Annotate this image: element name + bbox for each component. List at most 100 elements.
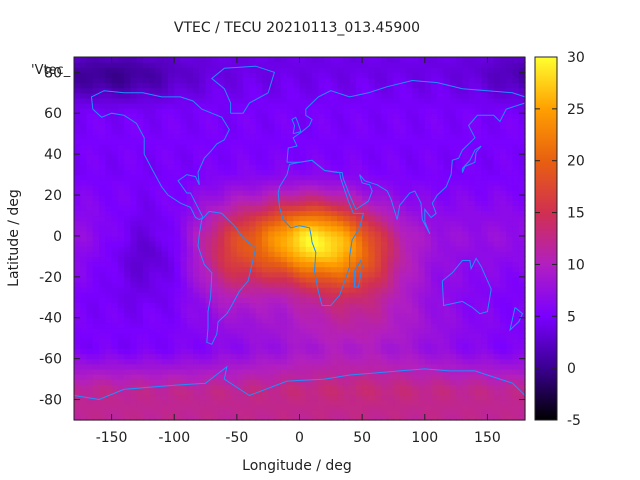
heatmap-cell [124, 399, 131, 406]
heatmap-cell [86, 72, 94, 79]
chart-title: VTEC / TECU 20210113_013.45900 [174, 20, 420, 36]
heatmap-cell [487, 57, 495, 63]
heatmap-cell [305, 399, 313, 406]
heatmap-cell [167, 281, 175, 288]
heatmap-cell [374, 57, 382, 63]
heatmap-cell [230, 246, 238, 252]
heatmap-cell [299, 164, 307, 171]
heatmap-cell [249, 409, 257, 416]
heatmap-cell [261, 373, 269, 380]
heatmap-cell [243, 379, 250, 385]
heatmap-cell [362, 149, 369, 155]
heatmap-cell [399, 184, 407, 191]
heatmap-cell [186, 87, 194, 94]
heatmap-cell [293, 205, 301, 211]
heatmap-cell [368, 77, 376, 84]
heatmap-cell [211, 128, 219, 135]
heatmap-cell [330, 215, 338, 222]
heatmap-cell [305, 154, 313, 160]
heatmap-cell [211, 333, 219, 339]
heatmap-cell [456, 92, 463, 99]
heatmap-cell [468, 302, 476, 309]
heatmap-cell [462, 241, 470, 247]
heatmap-cell [462, 379, 470, 385]
heatmap-cell [474, 108, 482, 114]
heatmap-cell [136, 373, 144, 380]
heatmap-cell [268, 72, 276, 79]
heatmap-cell [286, 57, 294, 63]
heatmap-cell [418, 97, 426, 104]
heatmap-cell [355, 394, 363, 401]
heatmap-cell [130, 276, 138, 283]
heatmap-cell [199, 123, 207, 130]
heatmap-cell [180, 333, 188, 339]
heatmap-cell [355, 246, 363, 252]
heatmap-cell [362, 322, 369, 329]
heatmap-cell [362, 281, 369, 288]
heatmap-cell [337, 235, 344, 242]
heatmap-cell [418, 297, 426, 304]
heatmap-cell [236, 118, 244, 125]
heatmap-cell [249, 108, 257, 114]
heatmap-cell [211, 363, 219, 370]
heatmap-cell [280, 184, 288, 191]
heatmap-cell [211, 394, 219, 401]
heatmap-cell [405, 225, 413, 232]
heatmap-cell [124, 302, 131, 309]
heatmap-cell [312, 123, 319, 130]
heatmap-cell [199, 195, 207, 201]
heatmap-cell [499, 399, 507, 406]
heatmap-cell [362, 414, 369, 421]
heatmap-cell [443, 103, 451, 109]
heatmap-cell [393, 220, 401, 227]
heatmap-cell [142, 118, 150, 125]
heatmap-cell [456, 189, 463, 196]
heatmap-cell [324, 307, 332, 314]
heatmap-cell [261, 174, 269, 181]
heatmap-cell [286, 205, 294, 211]
heatmap-cell [274, 312, 282, 319]
heatmap-cell [174, 368, 182, 375]
heatmap-cell [124, 292, 131, 298]
heatmap-cell [286, 287, 294, 293]
heatmap-cell [493, 72, 501, 79]
heatmap-cell [481, 67, 489, 73]
heatmap-cell [412, 358, 420, 365]
heatmap-cell [167, 256, 175, 263]
heatmap-cell [449, 276, 457, 283]
heatmap-cell [362, 159, 369, 165]
heatmap-cell [449, 210, 457, 217]
heatmap-cell [111, 225, 119, 232]
heatmap-cell [249, 266, 257, 273]
heatmap-cell [355, 62, 363, 68]
heatmap-cell [161, 149, 169, 155]
heatmap-cell [224, 159, 232, 165]
heatmap-cell [412, 210, 420, 217]
heatmap-cell [493, 297, 501, 304]
heatmap-cell [243, 138, 250, 145]
heatmap-cell [318, 389, 326, 396]
heatmap-cell [249, 261, 257, 268]
heatmap-cell [305, 394, 313, 401]
heatmap-cell [312, 297, 319, 304]
heatmap-cell [474, 384, 482, 390]
heatmap-cell [405, 205, 413, 211]
heatmap-cell [293, 225, 301, 232]
heatmap-cell [149, 322, 157, 329]
heatmap-cell [462, 118, 470, 125]
heatmap-cell [387, 317, 395, 324]
heatmap-cell [99, 358, 106, 365]
heatmap-cell [368, 312, 376, 319]
heatmap-cell [174, 179, 182, 186]
heatmap-cell [437, 123, 445, 130]
heatmap-cell [481, 200, 489, 206]
heatmap-cell [161, 159, 169, 165]
heatmap-cell [468, 399, 476, 406]
heatmap-cell [330, 399, 338, 406]
heatmap-cell [174, 373, 182, 380]
heatmap-cell [74, 92, 81, 99]
heatmap-cell [368, 409, 376, 416]
heatmap-cell [355, 230, 363, 237]
heatmap-cell [130, 297, 138, 304]
heatmap-cell [387, 123, 395, 130]
